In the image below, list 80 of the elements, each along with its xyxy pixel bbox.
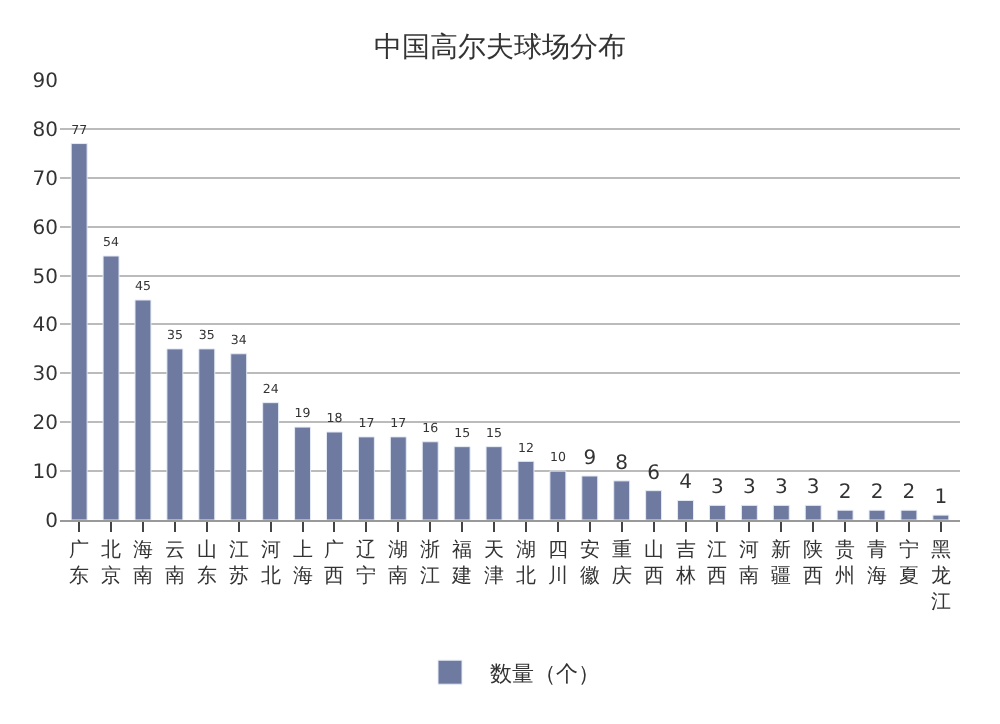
x-tick-label: 重庆 bbox=[611, 538, 632, 588]
bar bbox=[613, 480, 631, 520]
x-tick-label: 广东 bbox=[69, 538, 90, 588]
data-label: 4 bbox=[679, 472, 692, 495]
chart-title: 中国高尔夫球场分布 bbox=[374, 31, 626, 64]
bar bbox=[453, 446, 471, 520]
bar bbox=[389, 436, 407, 520]
x-tick-label: 上海 bbox=[292, 538, 313, 588]
bar bbox=[677, 499, 695, 520]
x-tick-label: 湖南 bbox=[388, 538, 409, 588]
x-tick-label: 云南 bbox=[164, 540, 185, 588]
y-tick-label: 50 bbox=[32, 266, 58, 289]
data-label: 2 bbox=[838, 482, 852, 505]
x-tick-label: 陕西 bbox=[803, 538, 824, 588]
bar bbox=[357, 436, 375, 520]
bar bbox=[198, 348, 216, 520]
x-tick-label: 贵州 bbox=[835, 538, 856, 588]
bar bbox=[900, 509, 918, 520]
bar bbox=[708, 504, 726, 520]
x-tick-label: 北京 bbox=[101, 538, 122, 588]
data-label: 8 bbox=[615, 452, 629, 475]
y-tick-label: 70 bbox=[32, 168, 58, 191]
legend-label: 数量（个） bbox=[490, 660, 600, 687]
x-tick-label: 河南 bbox=[739, 538, 760, 588]
y-tick-label: 10 bbox=[32, 462, 58, 485]
bar bbox=[166, 348, 184, 520]
bar bbox=[581, 475, 599, 520]
data-label: 6 bbox=[647, 462, 660, 485]
data-label: 3 bbox=[711, 477, 724, 500]
x-tick-label: 天津 bbox=[484, 540, 505, 588]
x-tick-label: 海南 bbox=[132, 538, 153, 588]
x-tick-label: 宁夏 bbox=[898, 538, 919, 588]
x-tick-label: 福建 bbox=[450, 538, 473, 588]
bar bbox=[102, 255, 120, 520]
bar bbox=[485, 446, 503, 520]
x-tick-label: 江苏 bbox=[228, 538, 249, 588]
data-label: 3 bbox=[774, 477, 788, 500]
bar bbox=[294, 426, 312, 520]
x-tick-label: 山东 bbox=[196, 538, 217, 588]
x-tick-label: 山西 bbox=[643, 538, 664, 588]
x-tick-label: 湖北 bbox=[515, 538, 536, 588]
bar bbox=[740, 504, 758, 520]
data-label: 2 bbox=[870, 482, 884, 505]
bar bbox=[517, 460, 535, 520]
data-label: 3 bbox=[742, 477, 756, 500]
y-tick-label: 80 bbox=[32, 119, 58, 142]
bar bbox=[932, 514, 950, 520]
data-label: 2 bbox=[902, 482, 916, 505]
y-tick-label: 60 bbox=[32, 217, 58, 240]
x-tick-label: 广西 bbox=[324, 538, 345, 588]
bar bbox=[836, 509, 854, 520]
bar bbox=[325, 431, 343, 520]
data-label: 1 bbox=[934, 487, 948, 510]
bar bbox=[804, 504, 822, 520]
bar bbox=[772, 504, 790, 520]
bar bbox=[421, 441, 439, 520]
data-label: 9 bbox=[583, 448, 597, 470]
y-tick-label: 30 bbox=[32, 364, 58, 387]
bar bbox=[70, 143, 88, 520]
y-tick-label: 40 bbox=[32, 315, 58, 338]
bar bbox=[645, 490, 663, 520]
bar bbox=[549, 470, 567, 520]
x-tick-label: 河北 bbox=[260, 538, 281, 588]
y-tick-label: 0 bbox=[45, 511, 58, 533]
x-tick-label: 安徽 bbox=[579, 538, 600, 588]
bar bbox=[868, 509, 886, 520]
x-tick-label: 江西 bbox=[707, 538, 728, 588]
x-tick-label: 浙江 bbox=[420, 538, 441, 588]
x-tick-label: 四川 bbox=[547, 540, 568, 588]
x-tick-label: 吉林 bbox=[673, 538, 696, 588]
x-tick-label: 新疆 bbox=[771, 538, 792, 588]
data-label: 3 bbox=[806, 477, 820, 500]
x-tick-label: 青海 bbox=[867, 538, 888, 588]
bar bbox=[134, 299, 152, 520]
bar bbox=[262, 402, 280, 520]
bar bbox=[230, 353, 248, 520]
y-tick-label: 90 bbox=[32, 71, 58, 93]
y-tick-label: 20 bbox=[32, 413, 58, 436]
x-tick-label: 黑龙江 bbox=[930, 540, 951, 614]
x-tick-label: 辽宁 bbox=[356, 538, 377, 588]
